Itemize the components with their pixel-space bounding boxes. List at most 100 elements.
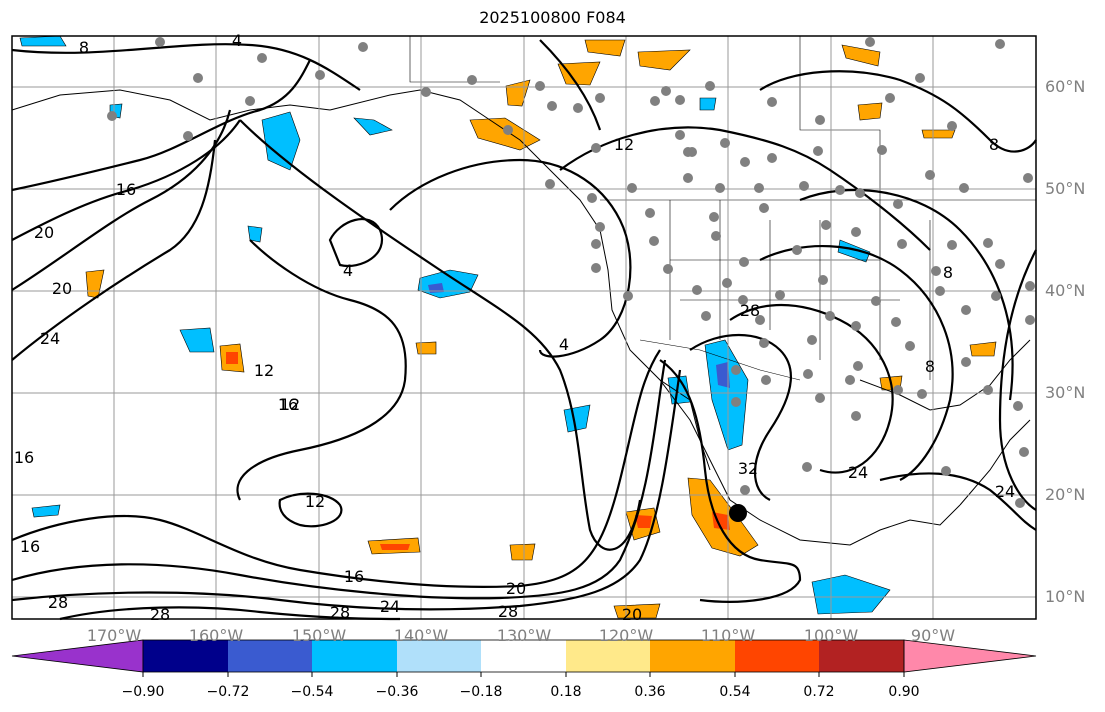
contour-label: 8 bbox=[925, 357, 935, 376]
orange-patch bbox=[509, 543, 536, 561]
coastline bbox=[659, 379, 711, 471]
orange-patch bbox=[226, 352, 238, 364]
contour-label: 28 bbox=[48, 593, 68, 612]
contour-label: 4 bbox=[343, 261, 353, 280]
colorbar-swatch bbox=[481, 640, 566, 672]
orange-patch bbox=[557, 61, 601, 86]
orange-patch bbox=[857, 102, 883, 121]
contour-label: 20 bbox=[34, 223, 54, 242]
contour-label: 16 bbox=[14, 448, 34, 467]
blue-patch bbox=[699, 97, 717, 111]
contour-line bbox=[998, 249, 1037, 511]
contour-label: 24 bbox=[40, 329, 60, 348]
contour-line bbox=[559, 126, 931, 251]
contour-label: 16 bbox=[20, 537, 40, 556]
blue-patch bbox=[31, 504, 61, 518]
contour-labels: 8 4 16 20 20 24 12 16 12 16 16 12 16 28 … bbox=[14, 31, 1015, 624]
contour-line bbox=[11, 349, 661, 588]
blue-patch bbox=[716, 362, 730, 388]
colorbar-label: −0.36 bbox=[375, 684, 419, 700]
map-title: 2025100800 F084 bbox=[479, 8, 626, 27]
colorbar-label: 0.90 bbox=[888, 684, 920, 700]
lat-label: 10°N bbox=[1045, 587, 1086, 606]
lat-label: 40°N bbox=[1045, 281, 1086, 300]
blue-patch bbox=[179, 327, 215, 353]
colorbar-swatch bbox=[735, 640, 819, 672]
lon-label: 170°W bbox=[86, 626, 142, 645]
coastlines bbox=[11, 89, 1031, 546]
political-borders bbox=[409, 36, 1036, 381]
blue-patch bbox=[247, 225, 263, 243]
colorbar-label: 0.72 bbox=[803, 684, 835, 700]
coastline bbox=[959, 419, 1031, 506]
contour-line bbox=[236, 239, 407, 501]
contour-line bbox=[759, 244, 954, 481]
contour-line bbox=[11, 359, 667, 600]
contour-line bbox=[278, 492, 343, 528]
orange-patch bbox=[635, 515, 652, 528]
orange-patch bbox=[415, 341, 437, 355]
coastline bbox=[329, 89, 961, 546]
lon-label: 140°W bbox=[393, 626, 449, 645]
colorbar-label: 0.54 bbox=[719, 684, 751, 700]
contour-label: 20 bbox=[52, 279, 72, 298]
contour-label: 20 bbox=[506, 579, 526, 598]
colorbar-swatch bbox=[143, 640, 228, 672]
lon-label: 130°W bbox=[496, 626, 552, 645]
contour-label: 8 bbox=[989, 135, 999, 154]
lon-label: 110°W bbox=[700, 626, 756, 645]
contour-label: 28 bbox=[150, 605, 170, 624]
orange-patch bbox=[841, 44, 881, 67]
contour-line bbox=[11, 119, 241, 241]
contour-label: 28 bbox=[498, 602, 518, 621]
colorbar-swatch bbox=[650, 640, 735, 672]
contour-label: 12 bbox=[305, 492, 325, 511]
contour-line bbox=[689, 334, 792, 501]
contour-line bbox=[539, 39, 602, 131]
contour-label: 16 bbox=[116, 180, 136, 199]
blue-patch bbox=[261, 111, 301, 171]
orange-patch bbox=[584, 39, 626, 57]
contour-label: 16 bbox=[278, 395, 298, 414]
map-frame bbox=[11, 35, 1037, 620]
colorbar-swatch bbox=[819, 640, 904, 672]
blue-patch bbox=[563, 404, 591, 433]
station-dots bbox=[107, 37, 1035, 508]
contour-label: 4 bbox=[559, 335, 569, 354]
colorbar-swatch bbox=[228, 640, 312, 672]
contour-label: 12 bbox=[254, 361, 274, 380]
contour-label: 12 bbox=[614, 135, 634, 154]
contour-label: 32 bbox=[738, 459, 758, 478]
lat-label: 50°N bbox=[1045, 179, 1086, 198]
contour-line bbox=[389, 158, 632, 358]
contours bbox=[11, 39, 1037, 621]
contour-line bbox=[759, 70, 1037, 153]
orange-patch bbox=[380, 544, 410, 550]
colorbar-label: −0.18 bbox=[459, 684, 503, 700]
contour-label: 20 bbox=[622, 605, 642, 624]
contour-label: 28 bbox=[740, 301, 760, 320]
lat-label: 60°N bbox=[1045, 77, 1086, 96]
coastline bbox=[11, 89, 331, 121]
contour-label: 24 bbox=[848, 463, 868, 482]
lon-label: 90°W bbox=[910, 626, 956, 645]
storm-center-marker bbox=[729, 504, 747, 522]
colorbar-swatch bbox=[397, 640, 481, 672]
orange-patch bbox=[637, 49, 691, 71]
colorbar-outline bbox=[142, 639, 905, 673]
colorbar-label: −0.54 bbox=[290, 684, 334, 700]
contour-line bbox=[879, 472, 1037, 531]
orange-patch bbox=[921, 129, 956, 139]
lat-label: 20°N bbox=[1045, 485, 1086, 504]
contour-line bbox=[11, 43, 361, 91]
contour-line bbox=[799, 188, 1014, 401]
contour-label: 28 bbox=[330, 603, 350, 622]
contour-label: 12 bbox=[280, 395, 300, 414]
contour-line bbox=[11, 139, 217, 361]
contour-label: 24 bbox=[995, 482, 1015, 501]
contour-label: 4 bbox=[232, 31, 242, 50]
blue-patch bbox=[19, 35, 67, 47]
contour-label: 8 bbox=[943, 263, 953, 282]
contour-label: 24 bbox=[380, 597, 400, 616]
contour-line bbox=[659, 359, 802, 603]
